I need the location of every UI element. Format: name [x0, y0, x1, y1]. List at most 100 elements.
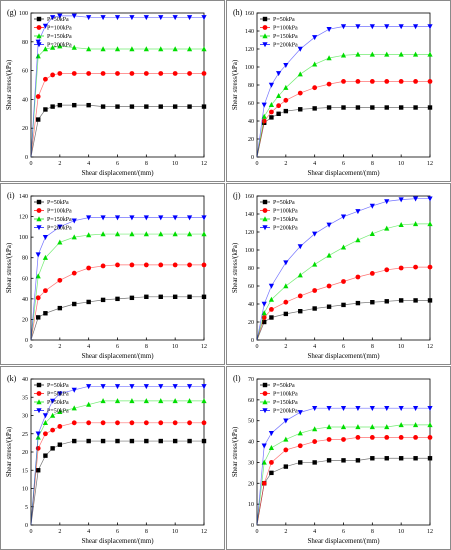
data-point: [355, 458, 361, 463]
data-point: [50, 398, 56, 404]
legend-marker: [262, 25, 268, 30]
y-tick-label: 60: [248, 101, 254, 107]
x-tick-label: 0: [256, 344, 259, 350]
data-point: [312, 439, 318, 444]
data-point: [57, 442, 63, 447]
legend-marker: [36, 391, 42, 396]
data-point: [143, 231, 149, 237]
data-point: [413, 264, 418, 270]
x-tick-label: 4: [313, 344, 316, 350]
data-point: [297, 244, 303, 250]
data-point: [114, 46, 121, 52]
data-point: [42, 254, 49, 260]
series-group: [30, 215, 207, 341]
y-tick-label: 100: [245, 65, 254, 71]
y-tick-label: 20: [22, 450, 28, 456]
panel-label: (l): [233, 374, 241, 383]
data-point: [57, 224, 63, 230]
fit-line: [256, 437, 430, 526]
chart-panel: (l) 0 2 4 6 8 10 12 0 10 20 30 40 50 60 70 Shear displac…: [226, 366, 451, 550]
data-point: [50, 446, 55, 451]
legend-label: P=50kPa: [47, 400, 69, 406]
series-group: [256, 298, 433, 341]
data-point: [172, 104, 178, 109]
data-point: [186, 15, 193, 21]
series-group: [30, 420, 207, 526]
data-point: [86, 102, 91, 108]
data-point: [369, 424, 375, 430]
data-point: [71, 13, 77, 19]
legend-label: P=200kPa: [47, 226, 72, 232]
data-point: [187, 104, 192, 109]
data-point: [72, 102, 77, 108]
data-point: [158, 438, 163, 444]
data-point: [114, 384, 121, 390]
data-point: [384, 299, 389, 304]
x-tick-label: 4: [313, 529, 316, 535]
data-point: [261, 443, 267, 449]
data-point: [340, 424, 347, 430]
y-tick-label: 5: [25, 505, 28, 511]
x-tick-label: 4: [87, 529, 90, 535]
data-point: [201, 438, 207, 444]
x-tick-label: 12: [201, 529, 207, 535]
data-point: [398, 406, 404, 411]
data-point: [269, 115, 274, 120]
data-point: [298, 309, 303, 314]
data-point: [412, 24, 419, 30]
data-point: [427, 406, 433, 411]
data-point: [129, 295, 135, 301]
data-point: [412, 196, 419, 202]
data-point: [86, 438, 91, 444]
data-point: [269, 470, 274, 476]
data-point: [186, 398, 193, 404]
data-point: [158, 104, 163, 109]
data-point: [158, 384, 164, 390]
legend: P=50kPa P=100kPa P=150kPa P=200kPa: [260, 16, 298, 49]
data-point: [186, 46, 193, 52]
data-point: [312, 35, 318, 41]
data-point: [129, 420, 135, 426]
chart-svg: (k) 0 2 4 6 8 10 12 0 5 10 15 20 25 30 35 40 Shear displa…: [5, 374, 207, 545]
data-point: [312, 61, 318, 67]
data-point: [114, 398, 121, 404]
data-point: [158, 294, 163, 299]
y-axis-label: Shear stress/(kPa): [5, 426, 13, 477]
data-point: [341, 279, 346, 284]
data-point: [71, 420, 77, 426]
data-point: [341, 437, 346, 442]
fit-line: [256, 424, 430, 526]
legend: P=50kPa P=100kPa P=150kPa P=200kPa: [260, 199, 298, 232]
data-point: [86, 15, 92, 21]
data-point: [100, 215, 106, 221]
panel-label: (h): [233, 8, 243, 17]
data-point: [297, 272, 303, 278]
data-point: [326, 283, 332, 289]
y-tick-label: 80: [248, 266, 254, 272]
data-point: [71, 387, 77, 393]
legend-marker: [262, 208, 268, 213]
series-group: [256, 221, 433, 341]
data-point: [312, 406, 318, 411]
data-point: [298, 107, 303, 112]
legend-label: P=50kPa: [273, 200, 295, 206]
chart-panel: (k) 0 2 4 6 8 10 12 0 5 10 15 20 25 30 35 40 Shear displa…: [0, 366, 225, 550]
series-group: [30, 231, 207, 341]
y-tick-label: 60: [22, 276, 28, 282]
y-axis-label: Shear stress/(kPa): [5, 242, 13, 293]
panel-label: (k): [7, 374, 17, 383]
data-point: [326, 55, 332, 61]
y-tick-label: 20: [248, 481, 254, 487]
data-point: [283, 108, 289, 114]
data-point: [43, 107, 48, 112]
data-point: [158, 420, 164, 426]
series-group: [30, 71, 207, 158]
data-point: [340, 52, 347, 58]
y-tick-label: 50: [248, 419, 254, 425]
data-point: [35, 431, 41, 437]
data-point: [129, 46, 135, 52]
x-axis-label: Shear displacement/(mm): [307, 352, 380, 360]
legend: P=50kPa P=100kPa P=150kPa P=200kPa: [34, 16, 72, 49]
